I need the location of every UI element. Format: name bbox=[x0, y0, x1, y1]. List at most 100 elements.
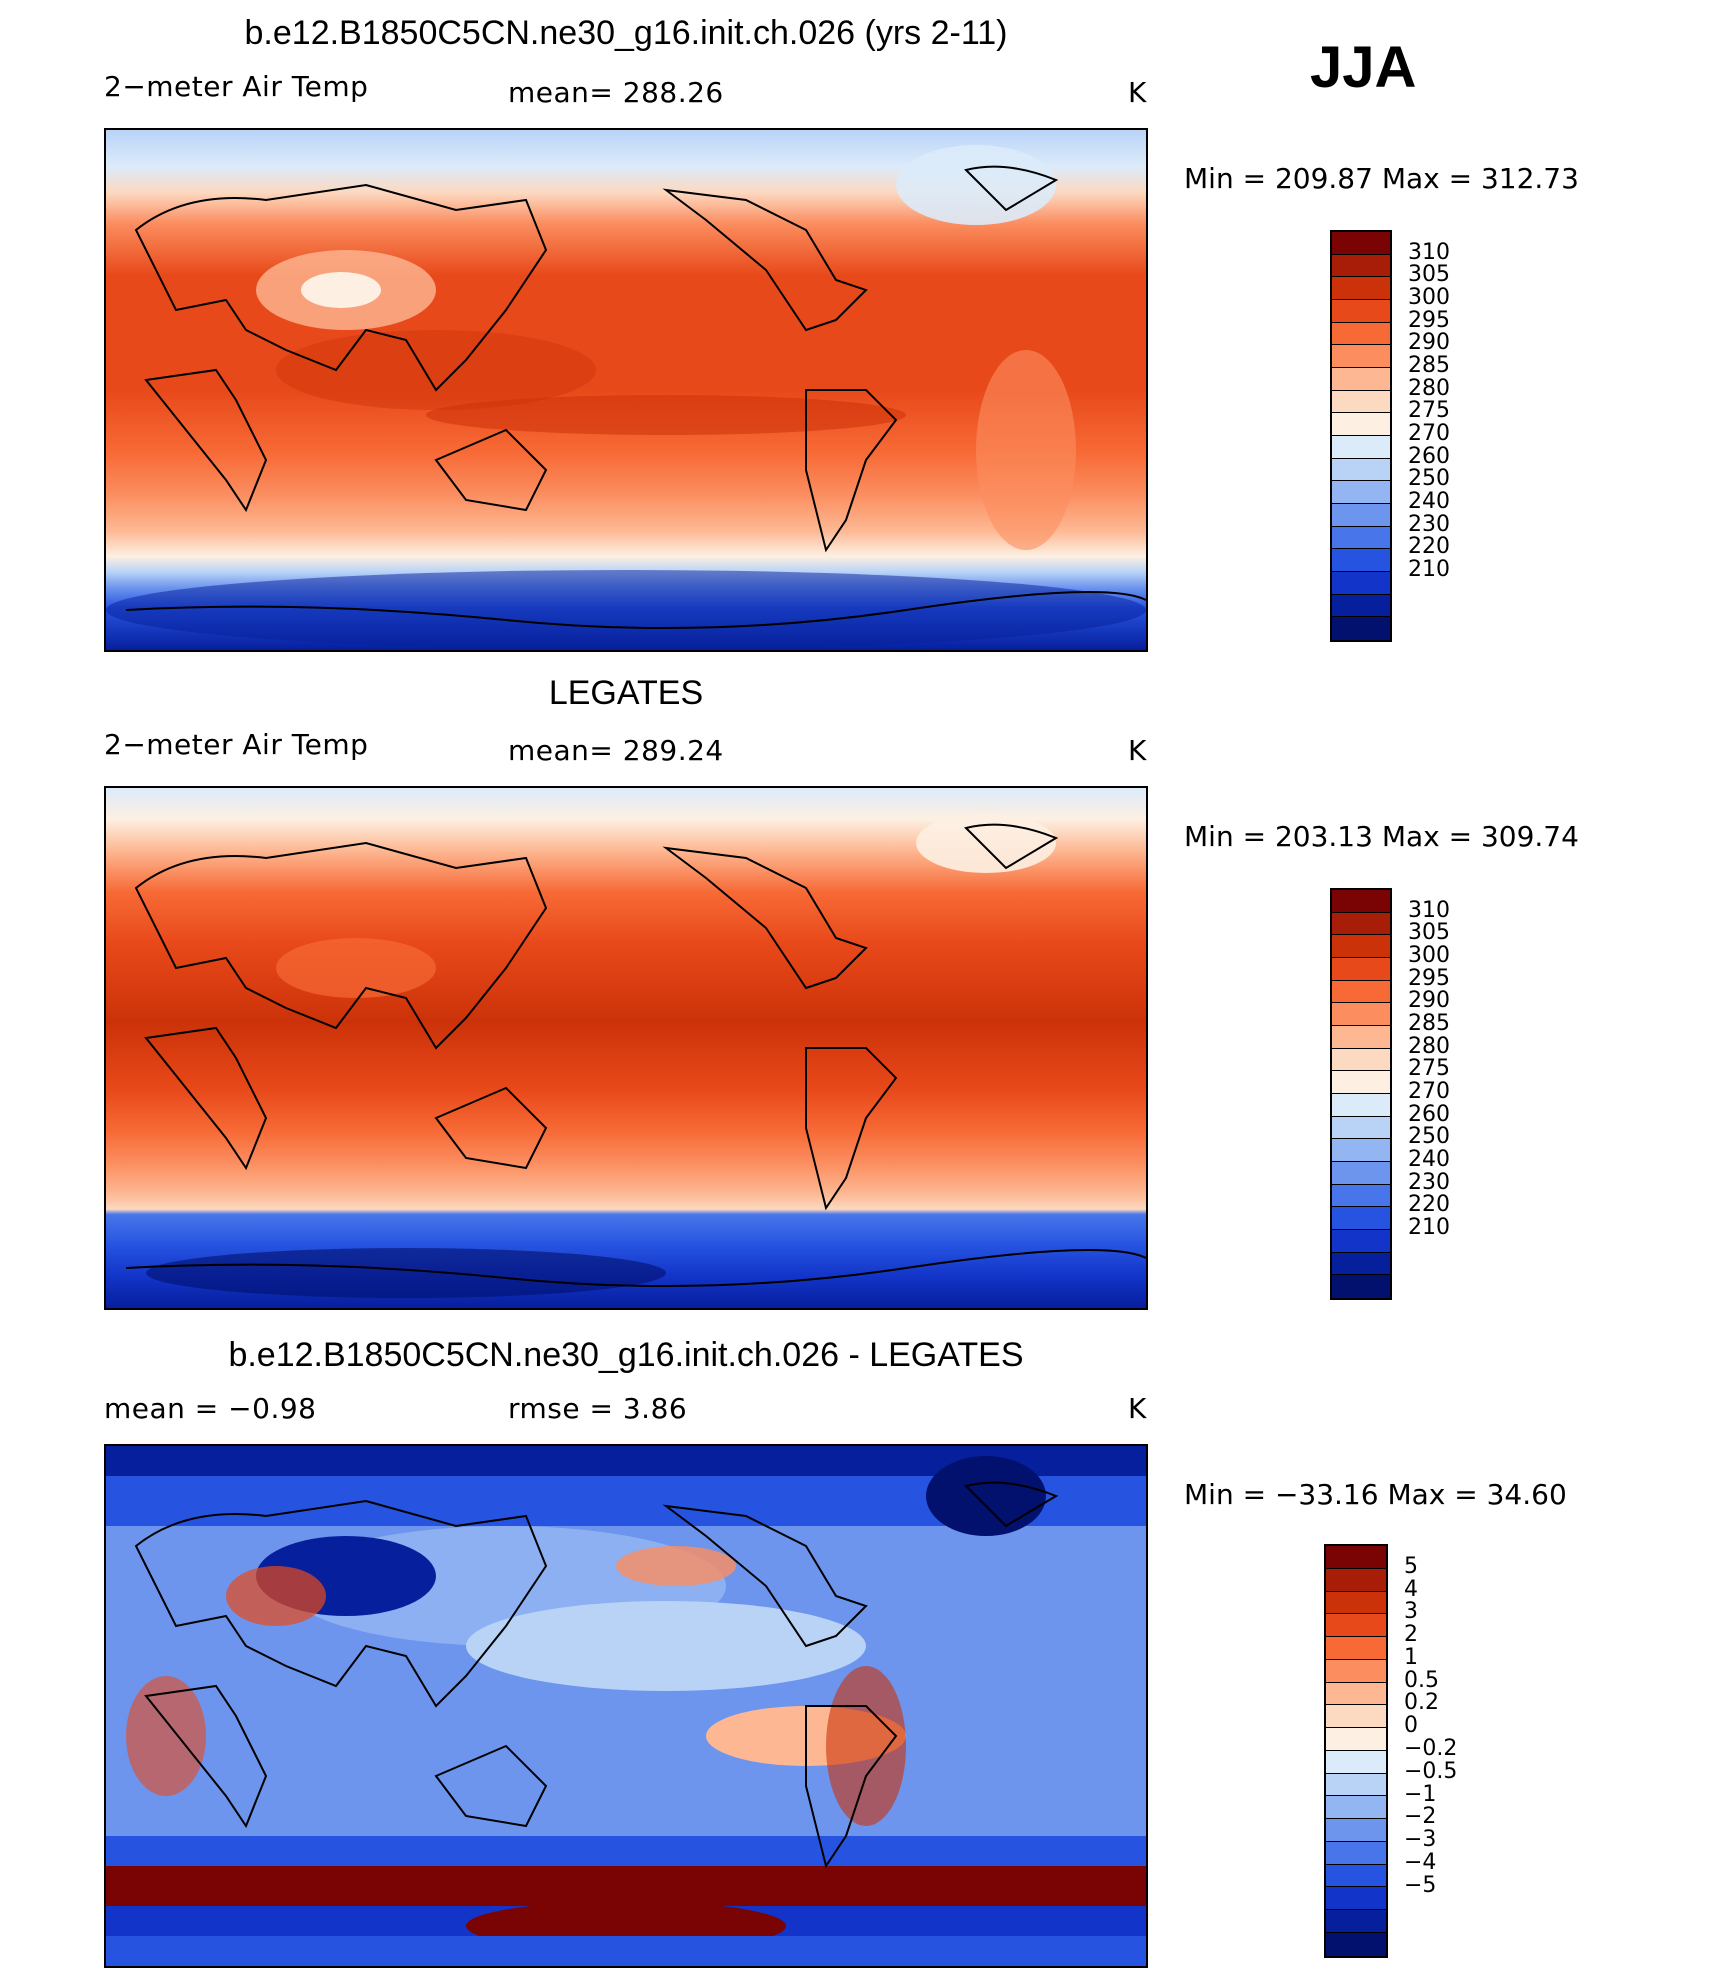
colorbar bbox=[1330, 230, 1392, 642]
panel-title: b.e12.B1850C5CN.ne30_g16.init.ch.026 (yr… bbox=[244, 14, 1008, 52]
colorbar-band bbox=[1332, 594, 1390, 618]
colorbar bbox=[1330, 888, 1392, 1300]
colorbar-tick-label: 290 bbox=[1408, 330, 1450, 356]
colorbar-tick-label: 295 bbox=[1408, 965, 1450, 991]
colorbar-band bbox=[1326, 1591, 1386, 1615]
colorbar-tick-label: 270 bbox=[1408, 1079, 1450, 1104]
colorbar-band bbox=[1332, 912, 1390, 936]
colorbar-tick-label: 250 bbox=[1408, 1124, 1450, 1150]
colorbar-band bbox=[1326, 1933, 1386, 1956]
colorbar-band bbox=[1326, 1546, 1386, 1569]
colorbar-band bbox=[1332, 526, 1390, 550]
mean-label: mean = −0.98 bbox=[104, 1392, 317, 1425]
colorbar-band bbox=[1332, 322, 1390, 346]
colorbar-band bbox=[1326, 1796, 1386, 1820]
colorbar-band bbox=[1326, 1910, 1386, 1934]
colorbar-band bbox=[1332, 503, 1390, 527]
colorbar-tick-label: 5 bbox=[1404, 1553, 1418, 1579]
colorbar-band bbox=[1326, 1750, 1386, 1774]
colorbar-tick-label: 210 bbox=[1408, 557, 1450, 582]
colorbar-band bbox=[1332, 617, 1390, 640]
season-label: JJA bbox=[1310, 35, 1417, 100]
colorbar-tick-label: 285 bbox=[1408, 1011, 1450, 1036]
colorbar-band bbox=[1326, 1819, 1386, 1842]
colorbar-band bbox=[1326, 1887, 1386, 1911]
colorbar-tick-label: 305 bbox=[1408, 920, 1450, 946]
colorbar-tick-label: −2 bbox=[1404, 1804, 1437, 1830]
colorbar-tick-label: −0.5 bbox=[1404, 1758, 1458, 1784]
colorbar-tick-label: −4 bbox=[1404, 1849, 1437, 1875]
colorbar-band bbox=[1332, 435, 1390, 459]
units-label: K bbox=[1128, 734, 1147, 767]
colorbar-band bbox=[1332, 481, 1390, 504]
colorbar-tick-label: 310 bbox=[1408, 897, 1450, 923]
colorbar-band bbox=[1332, 1048, 1390, 1072]
variable-label: 2−meter Air Temp bbox=[104, 70, 369, 103]
colorbar-band bbox=[1326, 1841, 1386, 1865]
colorbar-band bbox=[1326, 1568, 1386, 1592]
colorbar-tick-label: 270 bbox=[1408, 421, 1450, 446]
colorbar-band bbox=[1332, 935, 1390, 958]
colorbar-tick-label: −0.2 bbox=[1404, 1736, 1458, 1761]
units-label: K bbox=[1128, 76, 1147, 109]
colorbar-band bbox=[1332, 549, 1390, 572]
colorbar-tick-label: 0.5 bbox=[1404, 1667, 1439, 1693]
colorbar-band bbox=[1332, 1071, 1390, 1094]
colorbar-tick-label: 2 bbox=[1404, 1622, 1418, 1648]
colorbar-tick-label: −5 bbox=[1404, 1872, 1437, 1898]
colorbar-band bbox=[1326, 1637, 1386, 1660]
colorbar-band bbox=[1332, 1093, 1390, 1117]
colorbar-tick-label: 0.2 bbox=[1404, 1690, 1439, 1716]
minmax-label: Min = 203.13 Max = 309.74 bbox=[1184, 820, 1579, 853]
colorbar-tick-label: 4 bbox=[1404, 1576, 1418, 1602]
colorbar-band bbox=[1332, 345, 1390, 368]
colorbar-tick-label: 305 bbox=[1408, 262, 1450, 288]
colorbar-band bbox=[1332, 1025, 1390, 1049]
colorbar-tick-label: 260 bbox=[1408, 443, 1450, 469]
variable-label: 2−meter Air Temp bbox=[104, 728, 369, 761]
colorbar-tick-label: 300 bbox=[1408, 943, 1450, 968]
colorbar-band bbox=[1332, 980, 1390, 1004]
colorbar-tick-label: −3 bbox=[1404, 1827, 1437, 1853]
mean-label: mean= 288.26 bbox=[508, 76, 724, 109]
colorbar-tick-label: 230 bbox=[1408, 1169, 1450, 1195]
colorbar-tick-label: 280 bbox=[1408, 1033, 1450, 1059]
colorbar-band bbox=[1332, 1252, 1390, 1276]
colorbar-tick-label: 240 bbox=[1408, 1147, 1450, 1172]
units-label: K bbox=[1128, 1392, 1147, 1425]
colorbar-tick-label: 295 bbox=[1408, 307, 1450, 333]
colorbar-band bbox=[1332, 232, 1390, 255]
colorbar-tick-label: 285 bbox=[1408, 353, 1450, 378]
colorbar-band bbox=[1332, 571, 1390, 595]
colorbar-tick-label: 290 bbox=[1408, 988, 1450, 1014]
colorbar-tick-label: 210 bbox=[1408, 1215, 1450, 1240]
rmse-label: rmse = 3.86 bbox=[508, 1392, 688, 1425]
colorbar-band bbox=[1332, 1184, 1390, 1208]
colorbar-tick-label: −1 bbox=[1404, 1781, 1437, 1807]
colorbar-band bbox=[1332, 1161, 1390, 1185]
colorbar-tick-label: 240 bbox=[1408, 489, 1450, 514]
colorbar-tick-label: 3 bbox=[1404, 1599, 1418, 1625]
observed-temperature-map bbox=[104, 786, 1148, 1310]
colorbar-tick-label: 220 bbox=[1408, 534, 1450, 560]
colorbar-band bbox=[1332, 1003, 1390, 1026]
colorbar-band bbox=[1326, 1682, 1386, 1706]
colorbar-band bbox=[1326, 1864, 1386, 1888]
colorbar-band bbox=[1332, 277, 1390, 300]
colorbar-tick-label: 260 bbox=[1408, 1101, 1450, 1127]
colorbar-band bbox=[1332, 1207, 1390, 1230]
colorbar-tick-label: 230 bbox=[1408, 511, 1450, 537]
colorbar bbox=[1324, 1544, 1388, 1958]
colorbar-band bbox=[1332, 957, 1390, 981]
colorbar-band bbox=[1332, 1116, 1390, 1140]
colorbar-band bbox=[1332, 254, 1390, 278]
colorbar-tick-label: 300 bbox=[1408, 285, 1450, 310]
colorbar-tick-label: 0 bbox=[1404, 1713, 1418, 1739]
colorbar-band bbox=[1332, 890, 1390, 913]
panel-title: LEGATES bbox=[548, 674, 704, 712]
colorbar-band bbox=[1332, 299, 1390, 323]
colorbar-band bbox=[1332, 390, 1390, 414]
minmax-label: Min = −33.16 Max = 34.60 bbox=[1184, 1478, 1567, 1511]
panel-title: b.e12.B1850C5CN.ne30_g16.init.ch.026 - L… bbox=[228, 1336, 1024, 1374]
colorbar-tick-label: 220 bbox=[1408, 1192, 1450, 1218]
